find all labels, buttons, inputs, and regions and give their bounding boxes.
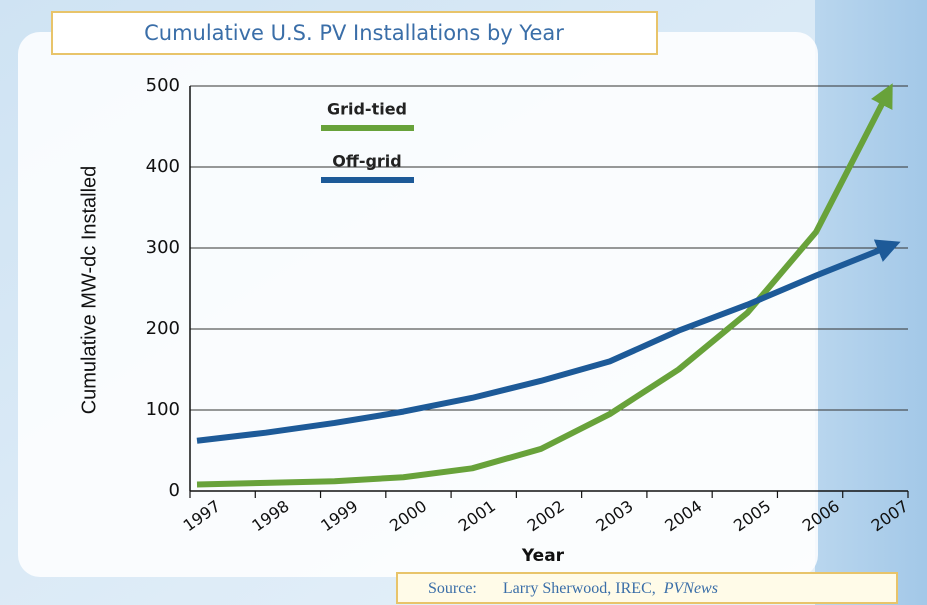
side-band bbox=[815, 0, 927, 605]
y-tick-label: 400 bbox=[146, 156, 180, 177]
panel bbox=[18, 32, 818, 577]
y-axis-label: Cumulative MW-dc Installed bbox=[78, 166, 100, 415]
source-box bbox=[396, 572, 898, 604]
series-line bbox=[196, 239, 901, 444]
y-tick-label: 500 bbox=[146, 75, 180, 96]
chart-title: Cumulative U.S. PV Installations by Year bbox=[144, 21, 564, 45]
y-tick-label: 300 bbox=[146, 237, 180, 258]
source: Source: Larry Sherwood, IREC, PVNews bbox=[428, 580, 718, 597]
legend-label: Off-grid bbox=[332, 152, 401, 171]
x-axis-label: Year bbox=[521, 546, 565, 566]
source-italic: PVNews bbox=[663, 580, 718, 597]
series-line bbox=[196, 83, 893, 488]
legend-label: Grid-tied bbox=[327, 100, 407, 119]
source-text: Larry Sherwood, IREC, bbox=[503, 580, 656, 597]
source-label: Source: bbox=[428, 580, 477, 597]
y-tick-label: 200 bbox=[146, 318, 180, 339]
y-tick-label: 0 bbox=[169, 480, 180, 501]
title-box bbox=[51, 11, 658, 55]
y-tick-label: 100 bbox=[146, 399, 180, 420]
